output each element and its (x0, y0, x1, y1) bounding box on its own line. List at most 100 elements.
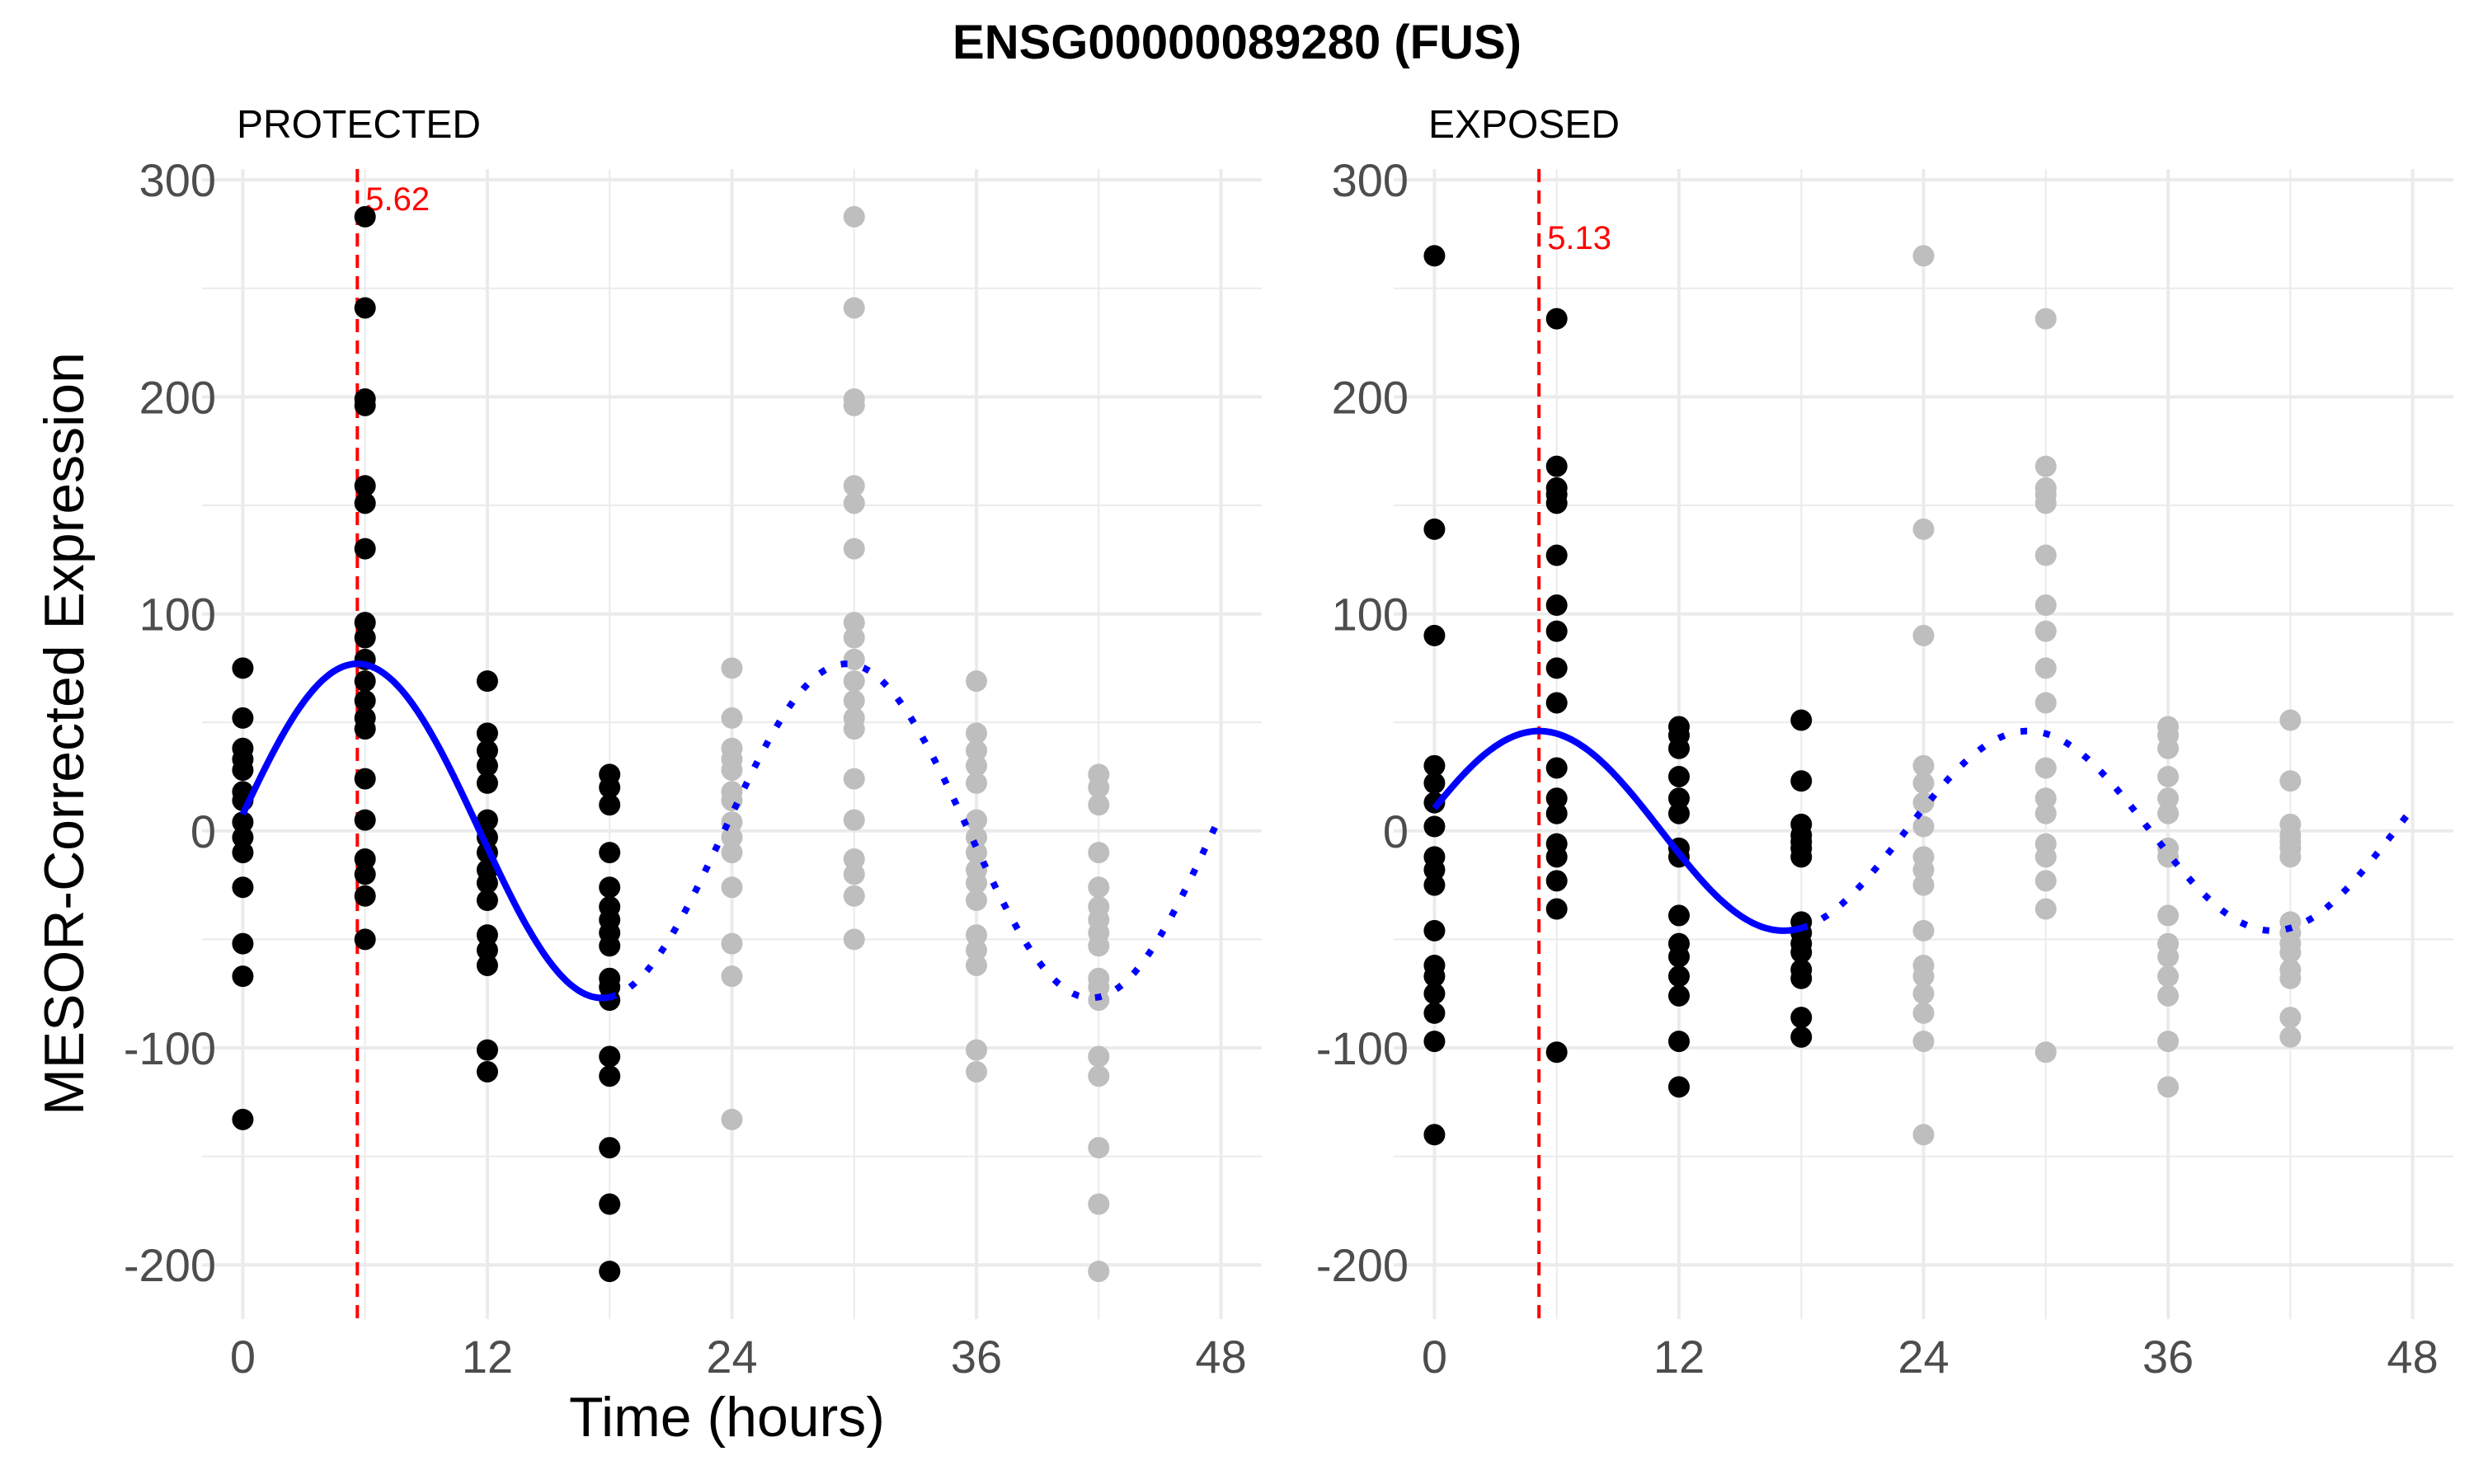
data-point (1423, 874, 1446, 896)
data-point-replicated (2034, 544, 2057, 566)
data-point (354, 928, 376, 951)
data-point (354, 768, 376, 790)
data-point-replicated (843, 205, 865, 228)
data-point-replicated (2157, 787, 2180, 810)
data-point-replicated (966, 772, 988, 794)
data-point (599, 1261, 621, 1283)
data-point (354, 538, 376, 560)
data-point (476, 1039, 498, 1061)
data-point-replicated (2034, 802, 2057, 824)
data-point-replicated (2279, 967, 2302, 989)
data-point-replicated (1912, 1124, 1935, 1146)
y-tick-label: 0 (1383, 805, 1409, 857)
data-point (1423, 859, 1446, 881)
data-point (1545, 757, 1568, 779)
data-point-replicated (2034, 846, 2057, 868)
data-point-replicated (843, 648, 865, 670)
data-point-replicated (1912, 518, 1935, 540)
data-point (1790, 846, 1813, 868)
data-point-replicated (2157, 765, 2180, 787)
data-point (1667, 946, 1690, 968)
y-tick-label: -200 (124, 1239, 216, 1291)
data-point-replicated (721, 932, 743, 955)
data-point (1423, 754, 1446, 777)
data-point-replicated (966, 924, 988, 946)
data-point-replicated (2157, 965, 2180, 988)
data-point-replicated (2279, 770, 2302, 792)
data-point-replicated (2279, 846, 2302, 868)
data-point (1545, 870, 1568, 892)
data-point (1545, 657, 1568, 679)
x-tick-label: 48 (2387, 1331, 2438, 1383)
data-point-replicated (966, 871, 988, 894)
data-point (354, 863, 376, 885)
data-point (232, 811, 254, 834)
data-point-replicated (2279, 709, 2302, 731)
data-point-replicated (2034, 787, 2057, 810)
data-point (1545, 692, 1568, 714)
y-tick-label: 0 (190, 805, 216, 857)
data-point (1667, 1076, 1690, 1098)
data-point-replicated (1912, 1002, 1935, 1024)
data-point-replicated (843, 689, 865, 711)
data-point-replicated (2034, 898, 2057, 920)
data-point (232, 657, 254, 679)
data-point-replicated (966, 939, 988, 961)
data-point-replicated (843, 475, 865, 497)
data-point-replicated (843, 394, 865, 416)
x-tick-label: 0 (1422, 1331, 1447, 1383)
data-point (476, 924, 498, 946)
data-point (1423, 815, 1446, 838)
data-point (232, 707, 254, 729)
data-point (354, 885, 376, 907)
data-point (232, 876, 254, 899)
data-point (1545, 594, 1568, 617)
data-point (476, 740, 498, 762)
data-point-replicated (2034, 308, 2057, 330)
data-point-replicated (843, 809, 865, 831)
data-point-replicated (843, 670, 865, 693)
data-point (354, 848, 376, 870)
data-point (476, 670, 498, 693)
data-point (1667, 1031, 1690, 1053)
data-point (354, 809, 376, 831)
data-point (599, 876, 621, 899)
data-point (1790, 770, 1813, 792)
data-point-replicated (2034, 870, 2057, 892)
data-point-replicated (843, 538, 865, 560)
data-point-replicated (1088, 794, 1110, 816)
data-point (476, 890, 498, 912)
data-point (1423, 965, 1446, 988)
data-point-replicated (2034, 620, 2057, 642)
data-point-replicated (721, 876, 743, 899)
data-point-replicated (966, 1060, 988, 1082)
data-point (354, 612, 376, 634)
data-point-replicated (1912, 965, 1935, 988)
data-point (1545, 1041, 1568, 1064)
y-tick-label: 300 (139, 154, 216, 206)
data-point (354, 718, 376, 740)
x-tick-label: 12 (462, 1331, 513, 1383)
data-point (1545, 544, 1568, 566)
y-tick-label: -100 (124, 1022, 216, 1074)
data-point (354, 492, 376, 514)
data-point (599, 777, 621, 799)
x-tick-label: 24 (706, 1331, 757, 1383)
data-point (1545, 802, 1568, 824)
acrophase-label-protected: 5.62 (365, 181, 430, 218)
data-point (599, 1193, 621, 1215)
data-point-replicated (2157, 1076, 2180, 1098)
chart-title: ENSG00000089280 (FUS) (952, 16, 1522, 69)
data-point-replicated (2157, 1031, 2180, 1053)
data-point (1423, 983, 1446, 1005)
data-point-replicated (2279, 942, 2302, 964)
data-point (354, 205, 376, 228)
data-point-replicated (843, 885, 865, 907)
data-point (599, 794, 621, 816)
data-point-replicated (1912, 815, 1935, 838)
data-point-replicated (721, 826, 743, 848)
data-point (232, 826, 254, 848)
data-point-replicated (1088, 1193, 1110, 1215)
y-tick-label: -100 (1316, 1022, 1409, 1074)
data-point (1423, 624, 1446, 646)
